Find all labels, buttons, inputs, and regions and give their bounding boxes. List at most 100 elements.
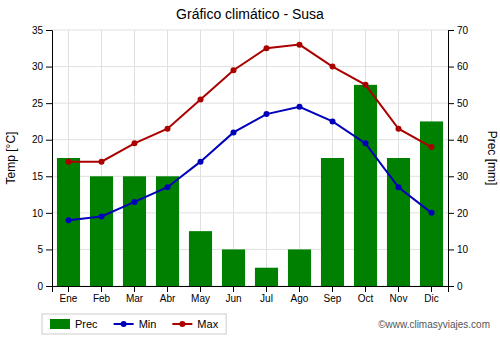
tick: Sep [324,286,342,304]
marker [330,118,336,124]
marker [363,140,369,146]
tick: Oct [358,286,374,304]
line-series [66,104,435,223]
bar [90,176,113,286]
marker [66,217,72,223]
tick: 50 [448,98,469,109]
bar [354,85,377,286]
tick-mark [134,286,135,292]
marker [396,184,402,190]
tick: Ene [60,286,78,304]
tick-label: 20 [32,134,44,145]
marker [165,126,171,132]
tick-mark [46,176,52,177]
marker [330,64,336,70]
marker [132,140,138,146]
marker [264,45,270,51]
y2-axis-title: Prec [mm] [485,131,499,186]
tick-label: Nov [390,293,408,304]
grid-line [52,103,448,104]
tick-mark [233,286,234,292]
tick-mark [266,286,267,292]
tick-label: 20 [457,208,469,219]
y-axis: 0 5 10 15 20 25 30 35 [32,25,53,292]
tick-label: 30 [457,171,469,182]
tick-label: 10 [32,208,44,219]
tick-label: 70 [457,25,469,36]
tick: Ago [291,286,309,304]
tick-label: 15 [32,171,44,182]
tick: May [191,286,210,304]
tick-mark [46,140,52,141]
tick: Feb [93,286,111,304]
marker [297,42,303,48]
tick: 0 [37,281,52,292]
tick-label: Mar [126,293,144,304]
axis-line [449,31,455,287]
legend-label: Prec [75,318,98,330]
marker [363,82,369,88]
line [69,45,432,162]
tick-label: 0 [457,281,463,292]
tick-mark [46,103,52,104]
bar [321,158,344,286]
y-axis-title: Temp [°C] [4,132,18,185]
legend-frame [42,314,226,334]
tick: Jul [260,286,273,304]
marker [297,104,303,110]
bar [189,231,212,286]
tick-label: 35 [32,25,44,36]
tick: 10 [448,244,469,255]
marker [198,159,204,165]
marker [66,159,72,165]
tick-label: May [191,293,210,304]
tick: Abr [160,286,176,304]
grid-line [52,66,448,67]
marker [165,184,171,190]
tick-mark [68,286,69,292]
legend-label: Max [197,318,218,330]
bar [255,268,278,286]
title: Gráfico climático - Susa [176,6,324,22]
tick: 70 [448,25,469,36]
tick-label: 40 [457,134,469,145]
tick-label: Ene [60,293,78,304]
tick-label: Abr [160,293,176,304]
annotation: ©www.climasyviajes.com [378,319,490,330]
tick-mark [448,140,454,141]
line [69,107,432,220]
legend: Prec Min Max [42,314,226,334]
bar [57,158,80,286]
tick-label: Ago [291,293,309,304]
tick-mark [299,286,300,292]
tick-label: Jul [260,293,273,304]
bar [288,249,311,286]
tick-mark [101,286,102,292]
legend-item: Min [114,318,157,330]
tick-mark [46,249,52,250]
tick: 10 [32,208,52,219]
tick-mark [448,176,454,177]
bar [222,249,245,286]
bar [420,121,443,286]
tick-label: 0 [37,281,43,292]
marker [198,96,204,102]
tick-mark [332,286,333,292]
bar [123,176,146,286]
tick-mark [365,286,366,292]
tick-mark [448,286,454,287]
tick: 30 [32,61,52,72]
tick-mark [167,286,168,292]
line-series [66,42,435,165]
tick: Jun [225,286,241,304]
tick-label: 25 [32,98,44,109]
marker [231,67,237,73]
grid [52,30,448,286]
marker [132,199,138,205]
tick-label: 10 [457,244,469,255]
grid-line [52,139,448,140]
tick: Mar [126,286,144,304]
tick-mark [448,213,454,214]
tick-label: 5 [37,244,43,255]
tick-mark [448,103,454,104]
